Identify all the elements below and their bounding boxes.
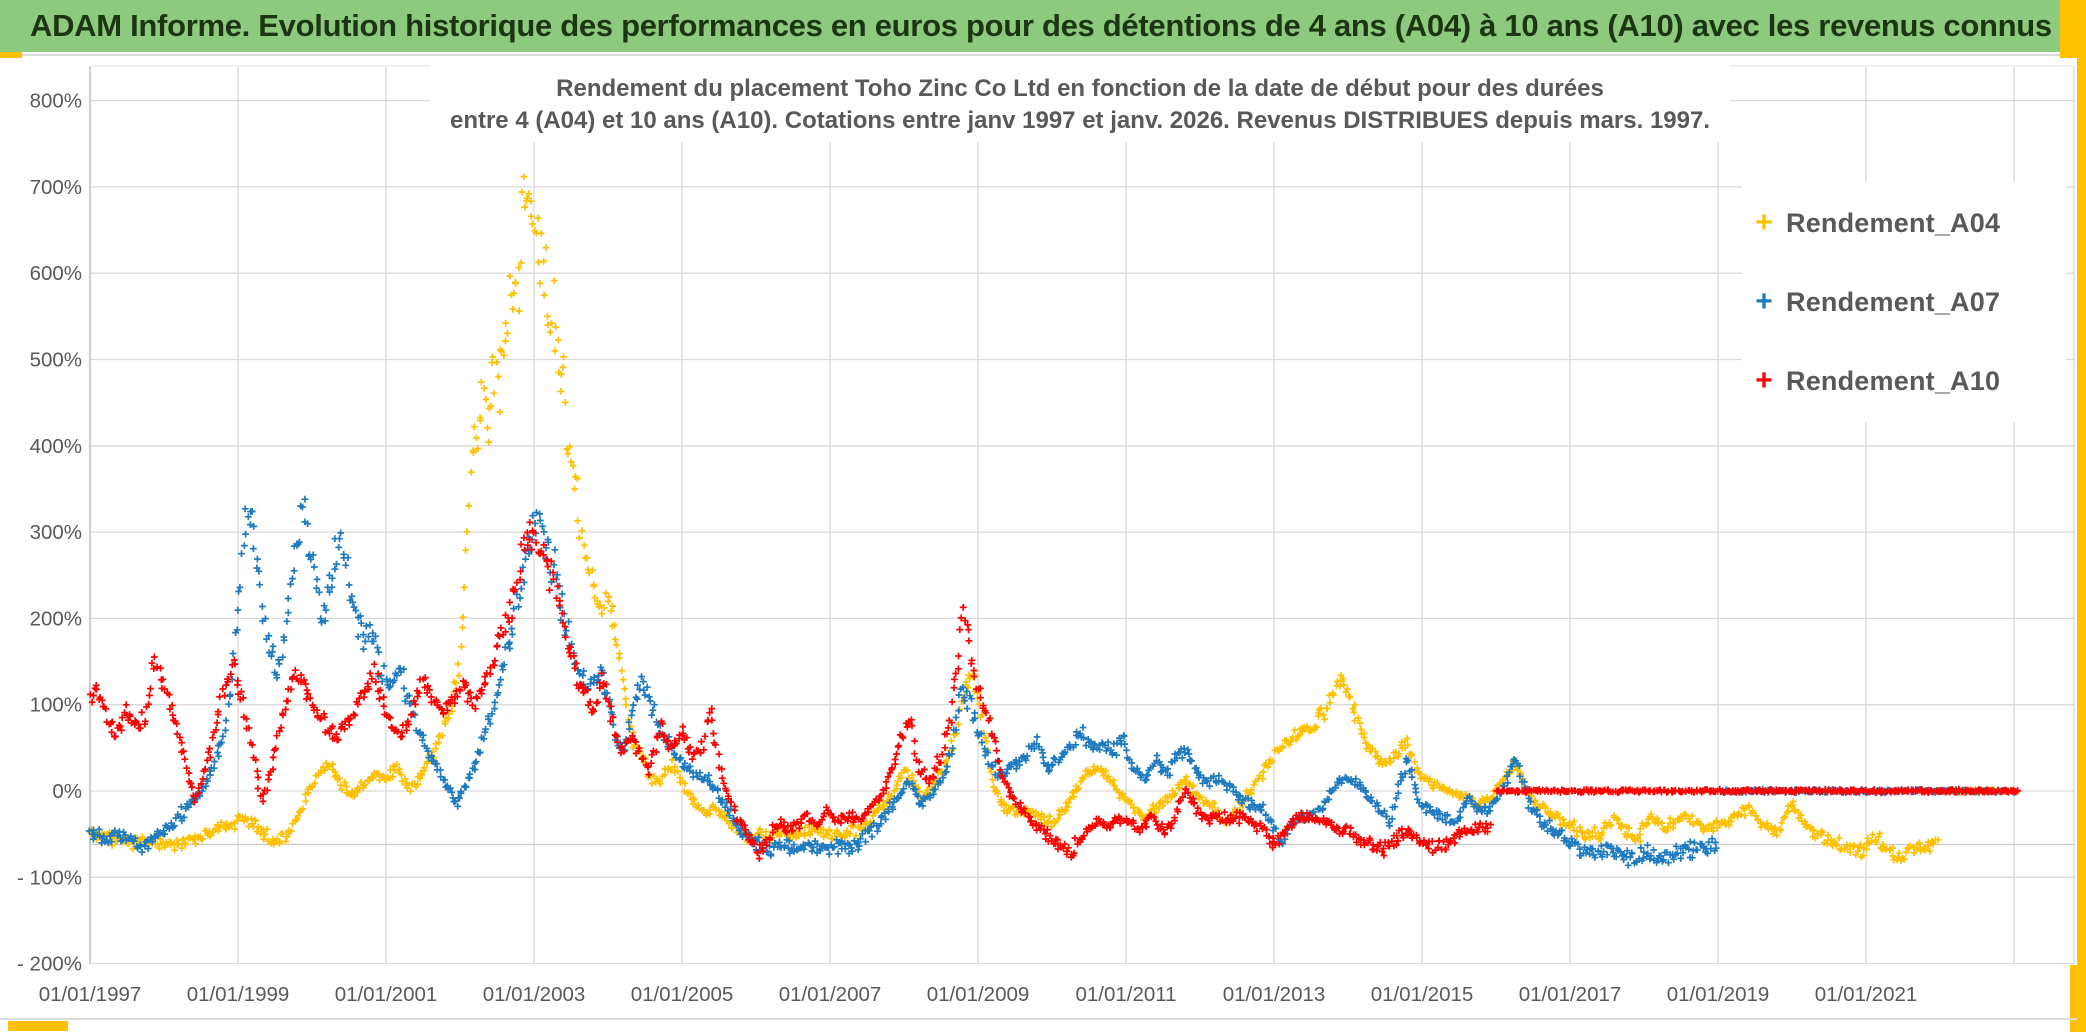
y-tick-label: - 100% <box>17 866 82 889</box>
y-tick-label: 200% <box>30 607 82 630</box>
x-tick-label: 01/01/1997 <box>39 983 142 1006</box>
chart-bottom-border <box>0 1018 2077 1020</box>
y-tick-label: 800% <box>30 90 82 113</box>
y-tick-label: 300% <box>30 521 82 544</box>
x-tick-label: 01/01/2005 <box>631 983 734 1006</box>
accent-bottom-left-bar <box>8 1021 68 1031</box>
x-tick-label: 01/01/2001 <box>335 983 438 1006</box>
header-banner: ADAM Informe. Evolution historique des p… <box>0 0 2086 52</box>
legend-item-a04[interactable]: + Rendement_A04 <box>1742 188 2066 258</box>
y-tick-label: 100% <box>30 694 82 717</box>
x-tick-label: 01/01/2021 <box>1815 983 1918 1006</box>
y-tick-label: 700% <box>30 176 82 199</box>
legend-label: Rendement_A10 <box>1786 365 2001 396</box>
legend-item-a10[interactable]: + Rendement_A10 <box>1742 346 2066 416</box>
y-tick-label: 500% <box>30 349 82 372</box>
y-tick-label: 600% <box>30 262 82 285</box>
x-tick-label: 01/01/2013 <box>1223 983 1326 1006</box>
y-tick-label: 0% <box>52 780 82 803</box>
banner-divider <box>0 54 2077 56</box>
accent-top-left <box>0 52 22 58</box>
legend-label: Rendement_A04 <box>1786 207 2001 238</box>
chart-title-line-1: Rendement du placement Toho Zinc Co Ltd … <box>556 75 1604 102</box>
y-tick-label: - 200% <box>17 953 82 976</box>
chart-legend: + Rendement_A04 + Rendement_A07 + Rendem… <box>1742 182 2066 422</box>
x-tick-label: 01/01/2009 <box>927 983 1030 1006</box>
x-tick-label: 01/01/2019 <box>1667 983 1770 1006</box>
x-tick-label: 01/01/2011 <box>1075 983 1176 1006</box>
series-layer <box>85 173 2022 869</box>
legend-item-a07[interactable]: + Rendement_A07 <box>1742 267 2066 337</box>
plus-marker-icon: + <box>1755 364 1773 397</box>
y-tick-label: 400% <box>30 435 82 458</box>
legend-label: Rendement_A07 <box>1786 286 2001 317</box>
x-tick-label: 01/01/2015 <box>1371 983 1474 1006</box>
axis-label-layer: 800% 700% 600% 500% 400% 300% 200% 100% 0% - 100%… <box>17 90 1917 1006</box>
page-title: ADAM Informe. Evolution historique des p… <box>30 8 2086 43</box>
x-tick-label: 01/01/2007 <box>779 983 882 1006</box>
title-backing <box>430 64 1730 142</box>
plus-marker-icon: + <box>1755 285 1773 318</box>
x-tick-label: 01/01/1999 <box>187 983 290 1006</box>
chart-title-line-2: entre 4 (A04) et 10 ans (A10). Cotations… <box>450 107 1710 134</box>
series-Rendement_A10[interactable] <box>86 518 2022 862</box>
accent-bottom-right <box>2070 965 2086 1032</box>
x-tick-label: 01/01/2017 <box>1519 983 1622 1006</box>
plus-marker-icon: + <box>1755 206 1773 239</box>
x-tick-label: 01/01/2003 <box>483 983 586 1006</box>
accent-right-strip <box>2077 44 2086 1032</box>
